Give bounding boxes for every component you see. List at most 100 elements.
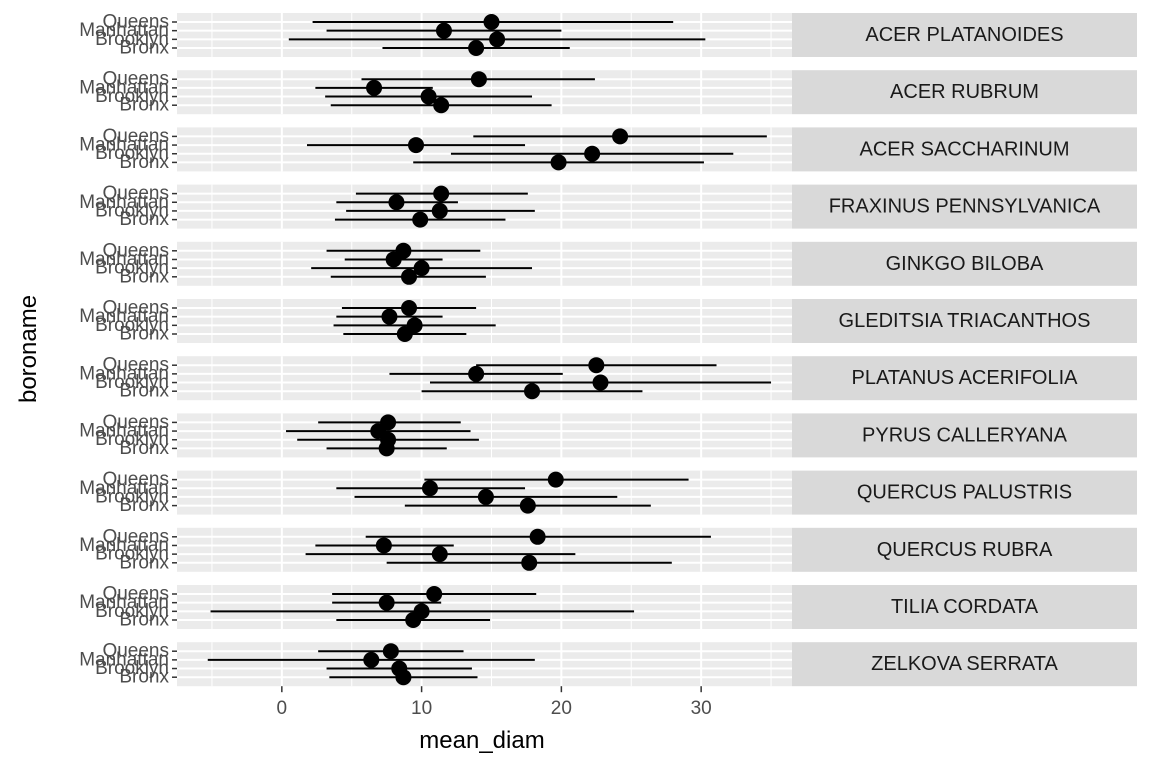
facet-strip-label: PLATANUS ACERIFOLIA — [852, 367, 1079, 389]
facet-strip-label: ZELKOVA SERRATA — [871, 653, 1058, 675]
mean-point — [529, 528, 546, 545]
mean-point — [412, 211, 429, 228]
y-tick-label: Brooklyn — [95, 544, 169, 565]
y-tick-label: Bronx — [119, 324, 169, 345]
y-tick-label: Manhattan — [79, 135, 169, 156]
facet-strip — [792, 470, 1137, 515]
y-tick-label: Queens — [102, 126, 169, 147]
y-tick-label: Bronx — [119, 38, 169, 59]
facet-strip-label: TILIA CORDATA — [891, 596, 1039, 618]
y-tick-label: Queens — [102, 584, 169, 605]
y-tick-label: Brooklyn — [95, 486, 169, 507]
x-tick-label: 20 — [551, 698, 572, 719]
mean-point — [468, 40, 485, 56]
mean-point — [381, 308, 398, 325]
y-tick-label: Brooklyn — [95, 601, 169, 622]
facet-strip — [792, 585, 1137, 629]
x-axis-title: mean_diam — [419, 727, 544, 754]
y-tick-label: Queens — [102, 469, 169, 490]
mean-point — [413, 260, 430, 277]
mean-point — [431, 202, 448, 219]
y-tick-label: Bronx — [119, 610, 169, 631]
mean-point — [519, 497, 536, 514]
mean-point — [375, 537, 392, 554]
panel-background — [177, 127, 792, 172]
y-tick-label: Brooklyn — [95, 143, 169, 164]
facet-strip-label: ACER RUBRUM — [890, 81, 1039, 103]
mean-point — [378, 440, 395, 457]
panel-background — [177, 527, 792, 572]
mean-point — [588, 357, 605, 374]
y-tick-label: Brooklyn — [95, 86, 169, 107]
mean-point — [483, 14, 500, 30]
mean-point — [396, 326, 413, 342]
y-tick-label: Manhattan — [79, 192, 169, 213]
mean-point — [431, 546, 448, 563]
panel-background — [177, 241, 792, 286]
mean-point — [433, 97, 450, 114]
facet-strip — [792, 356, 1137, 401]
y-tick-label: Bronx — [119, 209, 169, 230]
y-tick-label: Manhattan — [79, 363, 169, 384]
y-tick-label: Bronx — [119, 266, 169, 287]
mean-point — [388, 194, 405, 211]
x-tick-label: 0 — [277, 698, 288, 719]
y-tick-label: Bronx — [119, 552, 169, 573]
facet-strip-label: QUERCUS RUBRA — [877, 539, 1053, 561]
panel-background — [177, 184, 792, 229]
y-tick-label: Bronx — [119, 381, 169, 402]
y-tick-label: Brooklyn — [95, 258, 169, 279]
y-tick-label: Bronx — [119, 95, 169, 116]
y-tick-label: Manhattan — [79, 20, 169, 41]
panel-background — [177, 356, 792, 401]
y-tick-label: Brooklyn — [95, 29, 169, 50]
facet-strip — [792, 241, 1137, 286]
facet-strip — [792, 184, 1137, 229]
facet-strip — [792, 642, 1137, 687]
mean-point — [612, 128, 629, 145]
y-tick-label: Brooklyn — [95, 200, 169, 221]
y-tick-label: Queens — [102, 240, 169, 261]
y-tick-label: Manhattan — [79, 649, 169, 670]
panel-background — [177, 585, 792, 629]
mean-point — [468, 365, 485, 382]
y-tick-label: Bronx — [119, 667, 169, 688]
y-tick-label: Queens — [102, 12, 169, 33]
mean-point — [378, 594, 395, 611]
y-tick-label: Manhattan — [79, 478, 169, 499]
facet-strip-label: GLEDITSIA TRIACANTHOS — [839, 310, 1091, 332]
y-tick-label: Manhattan — [79, 592, 169, 613]
y-tick-label: Brooklyn — [95, 372, 169, 393]
y-tick-label: Bronx — [119, 495, 169, 516]
mean-point — [426, 586, 443, 602]
mean-point — [420, 88, 437, 105]
y-tick-label: Queens — [102, 526, 169, 547]
mean-point — [401, 268, 418, 285]
facet-strip — [792, 413, 1137, 458]
mean-point — [421, 480, 438, 497]
facet-strip-label: ACER SACCHARINUM — [859, 138, 1069, 160]
mean-point — [366, 79, 383, 96]
facet-strip — [792, 299, 1137, 343]
y-axis-title: boroname — [15, 295, 42, 403]
facet-strip — [792, 527, 1137, 572]
mean-point — [382, 643, 399, 660]
y-tick-label: Manhattan — [79, 421, 169, 442]
x-tick-label: 30 — [691, 698, 712, 719]
facet-strip — [792, 13, 1137, 57]
y-tick-label: Brooklyn — [95, 315, 169, 336]
mean-point — [435, 22, 452, 39]
facet-strip — [792, 70, 1137, 115]
